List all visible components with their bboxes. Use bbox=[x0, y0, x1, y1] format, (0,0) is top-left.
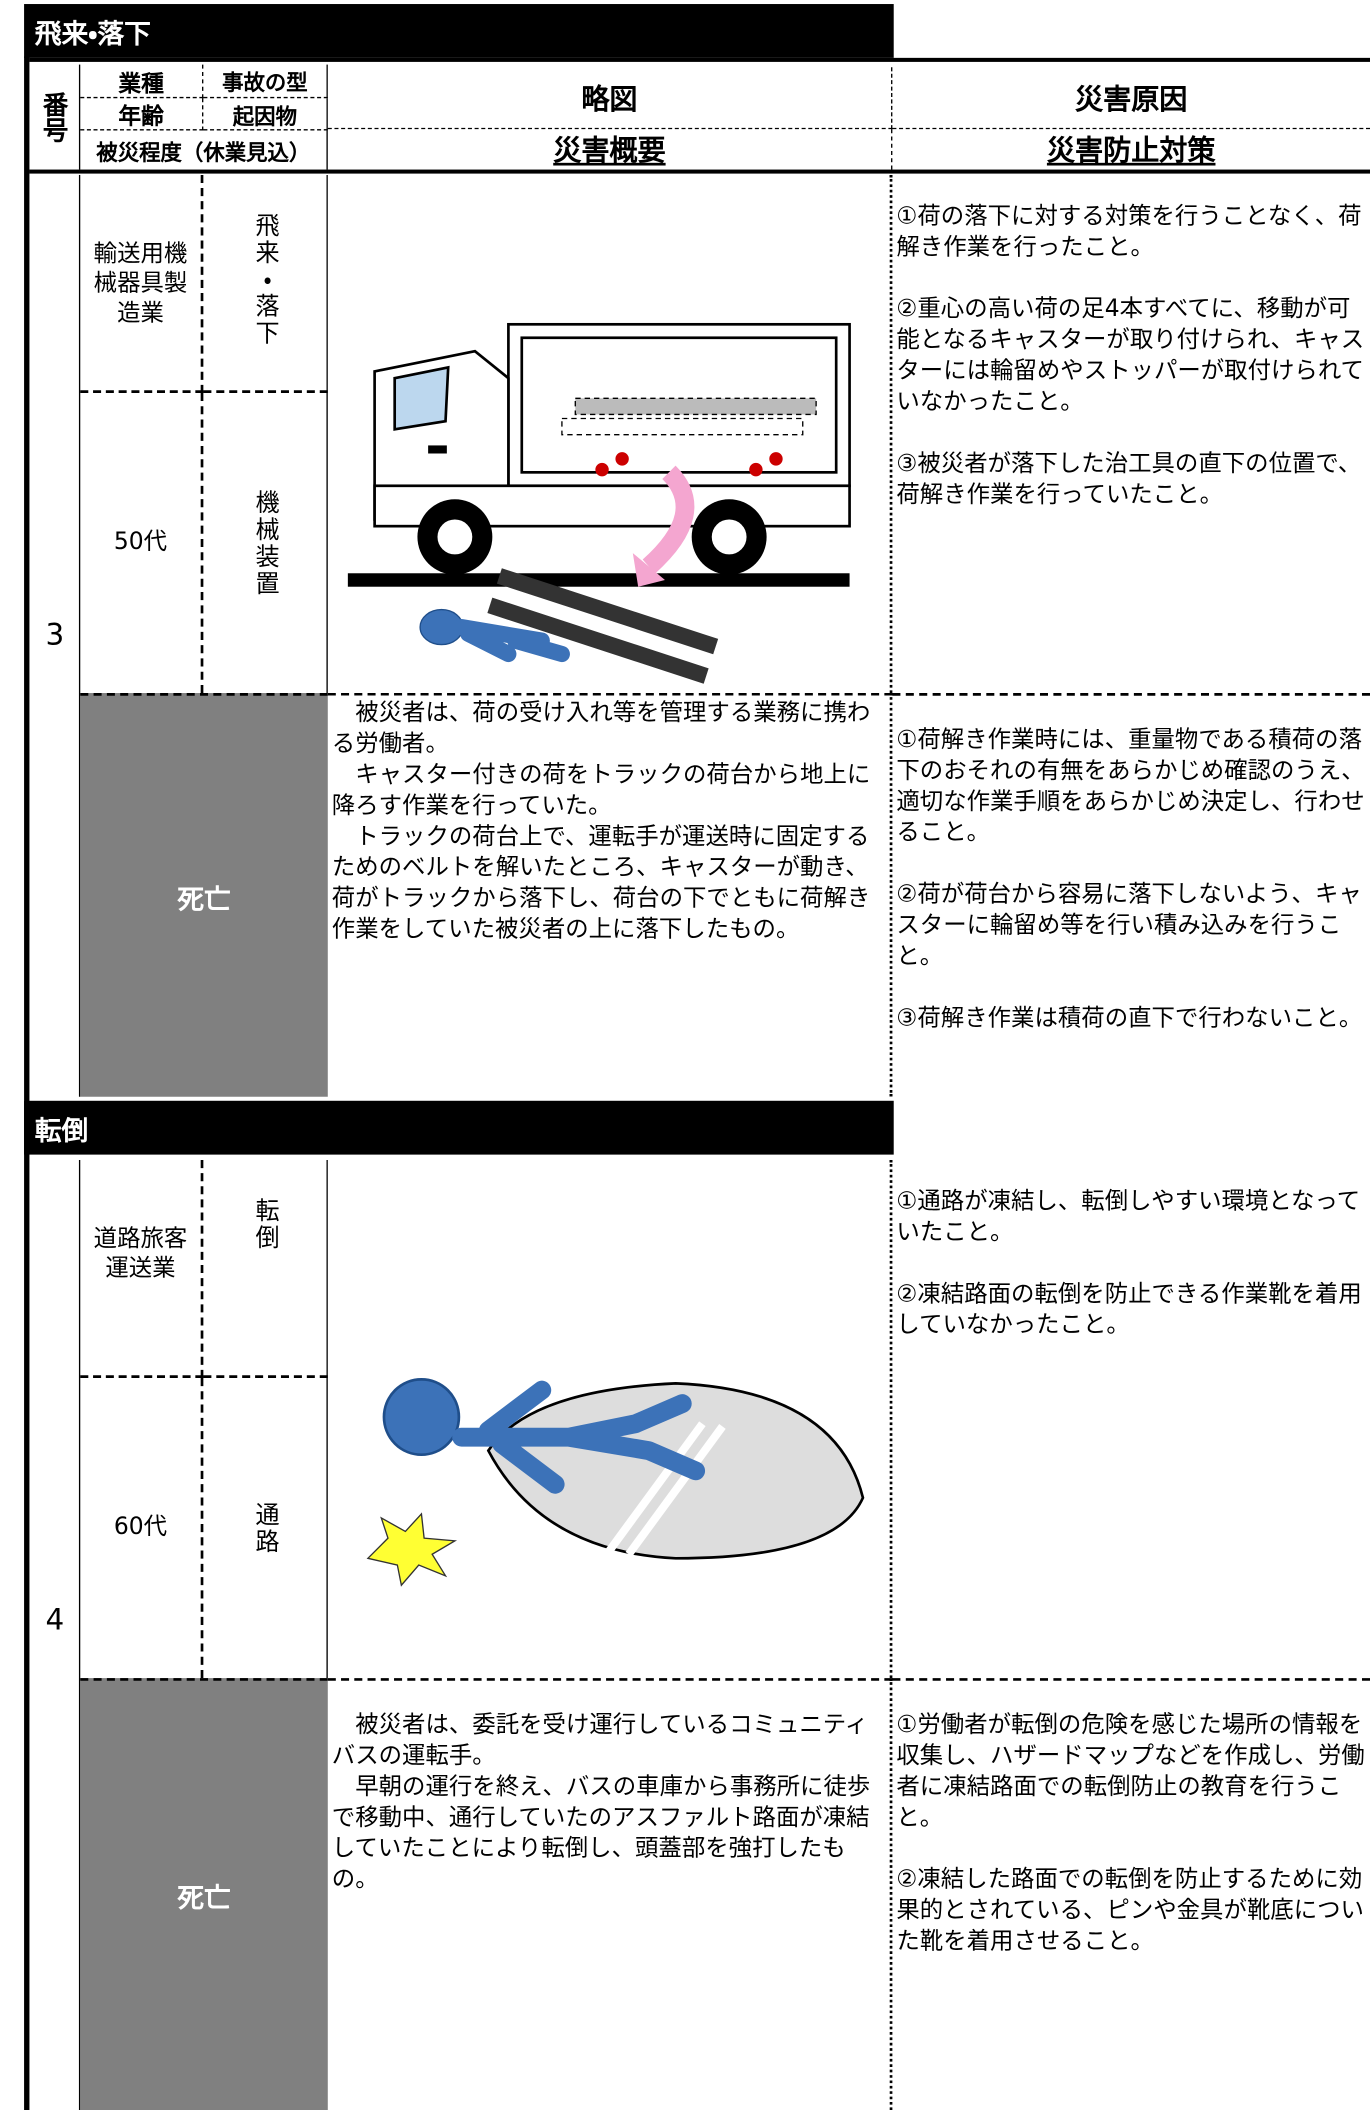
prevention-head: 災害防止対策 bbox=[1046, 134, 1216, 167]
paragraph: ①通路が凍結し、転倒しやすい環境となっていたこと。 bbox=[896, 1188, 1361, 1247]
paragraph: ②凍結路面の転倒を防止できる作業靴を着用していなかったこと。 bbox=[896, 1281, 1362, 1339]
accident-type: 転倒 bbox=[203, 1159, 328, 1378]
header-top-rule bbox=[29, 57, 1370, 62]
left-rule bbox=[24, 56, 30, 2110]
paragraph: ②重心の高い荷の足4本すべてに、移動が可能となるキャスターが取り付けられ、キャス… bbox=[896, 296, 1365, 416]
section-title: 飛来・落下 bbox=[24, 4, 894, 58]
diagram-head: 略図 bbox=[327, 67, 893, 130]
paragraph: ①荷の落下に対する対策を行うことなく、荷解き作業を行ったこと。 bbox=[896, 203, 1362, 262]
industry-head: 業種 bbox=[80, 64, 204, 99]
paragraph: ③荷解き作業は積荷の直下で行わないこと。 bbox=[896, 1005, 1363, 1033]
paragraph: ③被災者が落下した治工具の直下の位置で、荷解き作業を行っていたこと。 bbox=[896, 450, 1362, 509]
severity-head: 被災程度（休業見込） bbox=[80, 130, 328, 170]
causes: ①通路が凍結し、転倒しやすい環境となっていたこと。 ②凍結路面の転倒を防止できる作… bbox=[892, 1160, 1370, 1678]
paragraph: 被災者は、荷の受け入れ等を管理する業務に携わる労働者。 bbox=[331, 699, 871, 758]
cause-object: 通路 bbox=[203, 1377, 328, 1679]
industry: 輸送用機械器具製造業 bbox=[80, 174, 204, 393]
cause-object-text: 通路 bbox=[251, 1501, 280, 1555]
accident-type: 飛来・落下 bbox=[203, 174, 328, 393]
fall-illustration bbox=[366, 1377, 865, 1587]
case-number-text: 4 bbox=[45, 1604, 65, 1638]
diagram bbox=[328, 1159, 893, 1679]
paragraph: ①荷解き作業時には、重量物である積荷の落下のおそれの有無をあらかじめ確認のうえ、… bbox=[896, 726, 1365, 847]
causes: ①荷の落下に対する対策を行うことなく、荷解き作業を行ったこと。 ②重心の高い荷の足… bbox=[892, 175, 1370, 693]
accident-type-text: 転倒 bbox=[251, 1197, 280, 1252]
paragraph: ②凍結した路面での転倒を防止するために効果的とされている、ピンや金具が靴底につい… bbox=[896, 1866, 1364, 1956]
industry: 道路旅客運送業 bbox=[80, 1159, 204, 1378]
summary: 被災者は、荷の受け入れ等を管理する業務に携わる労働者。 キャスター付きの荷をトラッ… bbox=[327, 693, 893, 1097]
summary: 被災者は、委託を受け運行しているコミュニティバスの運転手。 早朝の運行を終え、バス… bbox=[327, 1678, 893, 2110]
age: 60代 bbox=[80, 1377, 204, 1679]
age: 50代 bbox=[80, 392, 204, 694]
case-number bbox=[29, 174, 81, 1097]
summary-head: 災害概要 bbox=[328, 129, 893, 170]
cause-head: 災害原因 bbox=[892, 67, 1370, 130]
cause-object: 機械装置 bbox=[203, 392, 328, 694]
severity: 死亡 bbox=[80, 693, 328, 1097]
diagram bbox=[328, 174, 893, 694]
preventions: ①労働者が転倒の危険を感じた場所の情報を収集し、ハザードマップなどを作成し、労働… bbox=[892, 1678, 1370, 2110]
truck-illustration bbox=[347, 322, 851, 684]
accident-type-text: 飛来・落下 bbox=[251, 212, 280, 348]
paragraph: キャスター付きの荷をトラックの荷台から地上に降ろす作業を行っていた。 bbox=[331, 761, 871, 820]
age-head: 年齢 bbox=[80, 98, 204, 131]
paragraph: トラックの荷台上で、運転手が運送時に固定するためのベルトを解いたところ、キャスタ… bbox=[331, 823, 871, 944]
paragraph: ②荷が荷台から容易に落下しないよう、キャスターに輪留め等を行い積み込みを行うこと… bbox=[896, 881, 1362, 971]
case-number bbox=[29, 1159, 81, 2110]
case-number-text: 3 bbox=[45, 619, 65, 653]
section-title: 転倒 bbox=[24, 1100, 894, 1155]
object-head: 起因物 bbox=[203, 98, 328, 131]
cause-object-text: 機械装置 bbox=[251, 489, 280, 597]
paragraph: 早朝の運行を終え、バスの車庫から事務所に徒歩で移動中、通行していたのアスファルト… bbox=[331, 1773, 871, 1894]
header-bottom-rule bbox=[29, 169, 1370, 174]
type-head: 事故の型 bbox=[203, 64, 328, 99]
severity: 死亡 bbox=[80, 1678, 328, 2110]
paragraph: ①労働者が転倒の危険を感じた場所の情報を収集し、ハザードマップなどを作成し、労働… bbox=[896, 1711, 1365, 1832]
preventions: ①荷解き作業時には、重量物である積荷の落下のおそれの有無をあらかじめ確認のうえ、… bbox=[892, 693, 1370, 1097]
paragraph: 被災者は、委託を受け運行しているコミュニティバスの運転手。 bbox=[331, 1711, 869, 1770]
number-head: 番号 bbox=[29, 64, 81, 170]
